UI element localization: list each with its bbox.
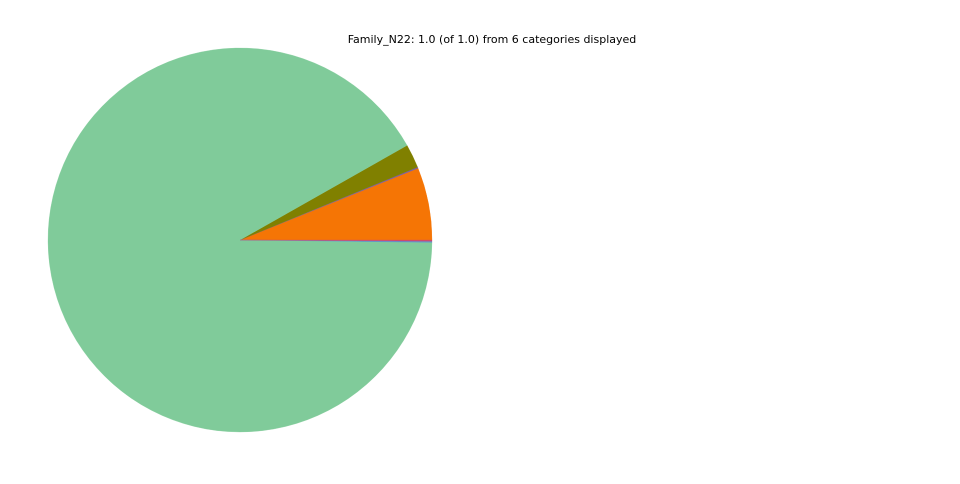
pie-slice (47, 47, 433, 433)
pie-slice (239, 239, 433, 242)
chart-title: Family_N22: 1.0 (of 1.0) from 6 categori… (348, 33, 637, 46)
